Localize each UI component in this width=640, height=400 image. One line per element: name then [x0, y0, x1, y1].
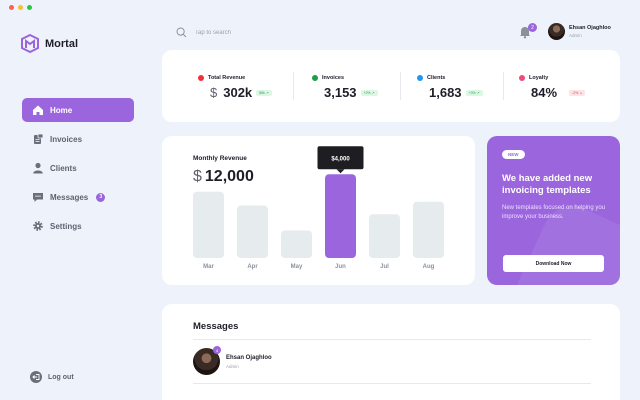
x-tick-label: May: [291, 264, 303, 270]
stat-dot: [519, 75, 525, 81]
chart-bar-mar[interactable]: [193, 191, 224, 258]
stat-value: 1,683: [429, 85, 462, 100]
logout-icon: [30, 371, 42, 383]
message-sender-name: Ehsan Ojaghloo: [226, 354, 272, 361]
avatar: [548, 23, 565, 40]
window-maximize-dot[interactable]: [27, 5, 32, 10]
logout-button[interactable]: Log out: [30, 371, 74, 383]
message-count-badge: 4: [213, 346, 221, 354]
stat-value: 3,153: [324, 85, 357, 100]
stat-clients: Clients 1,683 +3% ↗: [417, 75, 483, 100]
stat-dot: [417, 75, 423, 81]
user-icon: [31, 162, 44, 175]
stat-invoices: Invoices 3,153 +2% ↗: [312, 75, 378, 100]
stat-currency: $: [210, 85, 218, 100]
message-item[interactable]: 4 Ehsan Ojaghloo Admin: [193, 346, 272, 375]
home-icon: [31, 104, 44, 117]
user-name: Ehsan Ojaghloo: [569, 25, 611, 31]
divider: [193, 383, 591, 384]
stat-change-badge: +2% ↗: [360, 89, 378, 96]
stat-label: Loyalty: [529, 75, 549, 81]
download-now-button[interactable]: Download Now: [503, 255, 604, 272]
bell-icon[interactable]: [518, 25, 532, 39]
avatar: 4: [193, 346, 221, 375]
sidebar-item-label: Messages: [50, 192, 89, 202]
revenue-currency: $: [193, 168, 202, 185]
logout-label: Log out: [48, 373, 74, 381]
stat-change-badge: -2% ↘: [569, 89, 586, 96]
stat-label: Invoices: [322, 75, 345, 81]
promo-card: NEW We have added new invoicing template…: [487, 136, 620, 285]
sidebar-item-label: Settings: [50, 221, 82, 231]
x-tick-label: Mar: [203, 264, 214, 270]
stat-dot: [198, 75, 204, 81]
sidebar-nav: Home Invoices Clients Messages 3 Setting…: [22, 98, 134, 243]
app-logo[interactable]: Mortal: [21, 34, 78, 53]
revenue-value: $12,000: [193, 168, 254, 186]
search-bar[interactable]: [176, 27, 315, 38]
promo-title: We have added new invoicing templates: [502, 173, 593, 196]
chart-bar-may[interactable]: [281, 230, 312, 259]
monthly-revenue-card: Monthly Revenue $12,000 Mar Apr May Jun $4,0…: [162, 136, 475, 285]
search-input[interactable]: [195, 29, 315, 36]
logo-icon: [21, 34, 39, 53]
revenue-amount: 12,000: [204, 168, 254, 185]
divider: [193, 339, 591, 340]
new-badge: NEW: [502, 150, 525, 159]
sidebar-item-home[interactable]: Home: [22, 98, 134, 122]
divider: [400, 72, 401, 100]
window-controls: [9, 5, 32, 10]
message-sender-role: Admin: [226, 363, 239, 369]
divider: [503, 72, 504, 100]
messages-title: Messages: [193, 321, 239, 332]
messages-count-badge: 3: [96, 192, 106, 202]
stat-label: Clients: [427, 75, 446, 81]
x-tick-label: Jul: [380, 264, 389, 270]
revenue-bar-chart: Mar Apr May Jun $4,000 Jul Aug: [193, 146, 444, 270]
stats-card: Total Revenue $ 302k $5k ↗ Invoices 3,15…: [162, 50, 620, 122]
chat-icon: [31, 191, 44, 204]
promo-description: New templates focused on helping you imp…: [502, 205, 606, 220]
x-tick-label: Aug: [423, 264, 435, 270]
window-minimize-dot[interactable]: [18, 5, 23, 10]
user-role: Admin: [569, 33, 582, 38]
stat-change-badge: +3% ↗: [465, 89, 483, 96]
sidebar-item-clients[interactable]: Clients: [22, 156, 134, 180]
chart-bar-aug[interactable]: [413, 201, 444, 258]
x-tick-label: Apr: [247, 264, 258, 270]
chart-bar-jul[interactable]: [369, 214, 400, 258]
sidebar-item-messages[interactable]: Messages 3: [22, 185, 134, 209]
sidebar-item-invoices[interactable]: Invoices: [22, 127, 134, 151]
divider: [293, 72, 294, 100]
stat-total-revenue: Total Revenue $ 302k $5k ↗: [198, 75, 272, 100]
search-icon: [176, 27, 187, 38]
gear-icon: [31, 220, 44, 233]
sidebar-item-settings[interactable]: Settings: [22, 214, 134, 238]
chart-bar-apr[interactable]: [237, 205, 268, 259]
stat-label: Total Revenue: [208, 75, 246, 81]
chart-tooltip: $4,000: [317, 146, 364, 174]
sidebar-item-label: Clients: [50, 163, 77, 173]
stat-loyalty: Loyalty 84% -2% ↘: [519, 75, 586, 100]
stat-value: 302k: [223, 85, 253, 100]
invoice-icon: [31, 133, 44, 146]
user-profile[interactable]: Ehsan Ojaghloo Admin: [548, 23, 611, 40]
messages-card: Messages 4 Ehsan Ojaghloo Admin: [162, 304, 620, 400]
notification-count-badge: 2: [528, 23, 537, 32]
app-name: Mortal: [45, 37, 78, 50]
stat-change-badge: $5k ↗: [256, 89, 272, 96]
stat-value: 84%: [531, 85, 558, 100]
window-close-dot[interactable]: [9, 5, 14, 10]
x-tick-label: Jun: [335, 264, 346, 270]
tooltip-value: $4,000: [331, 156, 350, 162]
sidebar-item-label: Invoices: [50, 134, 83, 144]
revenue-title: Monthly Revenue: [193, 155, 247, 162]
stat-dot: [312, 75, 318, 81]
chart-bar-jun[interactable]: [325, 174, 356, 258]
sidebar-item-label: Home: [50, 105, 73, 115]
